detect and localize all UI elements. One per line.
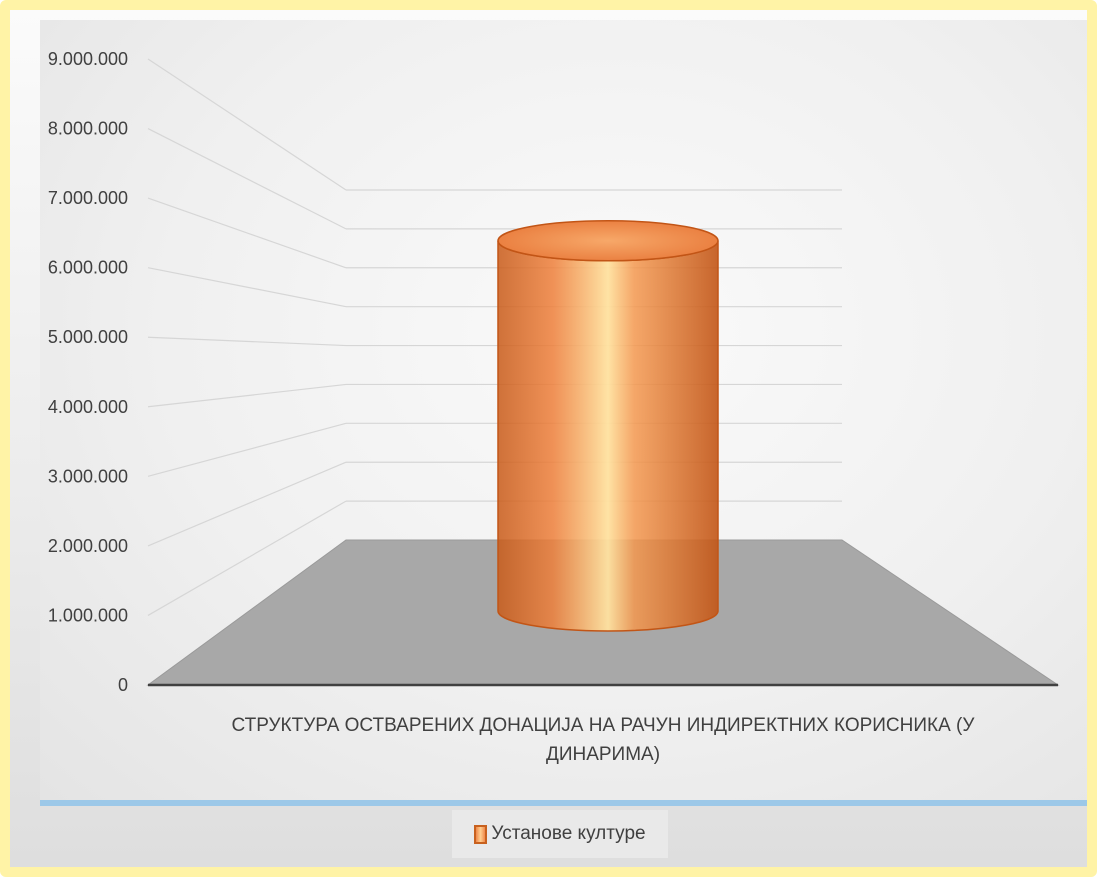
gridline-side [147,267,347,308]
legend: Установе културе [452,810,668,858]
y-tick-label: 7.000.000 [48,188,128,208]
y-tick-label: 1.000.000 [48,605,128,625]
chart-svg: 0 1.000.000 2.000.000 3.000.000 4.000.000 5.0… [48,49,1060,765]
y-tick-label: 0 [118,675,128,695]
y-tick-label: 2.000.000 [48,536,128,556]
y-tick-label: 6.000.000 [48,258,128,278]
bar-cylinder-top [497,220,719,262]
y-tick-label: 8.000.000 [48,119,128,139]
y-axis-ticks: 0 1.000.000 2.000.000 3.000.000 4.000.000 5.0… [48,49,128,695]
bars [497,220,719,632]
y-tick-label: 4.000.000 [48,397,128,417]
legend-swatch [474,824,488,844]
gridline-side [147,461,347,547]
gridline-side [147,197,347,269]
category-label-line-2: ДИНАРИМА) [546,744,660,765]
y-tick-label: 5.000.000 [48,327,128,347]
gridlines [147,58,842,616]
gridline-side [147,422,347,477]
gridline-side [147,383,347,408]
gridline-side [147,58,347,191]
bar-cylinder-body [497,240,719,632]
gridline-side [147,128,347,230]
gridline-side [147,336,347,347]
gridline-side [147,500,347,616]
category-label-line-1: СТРУКТУРА ОСТВАРЕНИХ ДОНАЦИЈА НА РАЧУН И… [232,715,976,736]
legend-label: Установе културе [491,823,646,844]
y-tick-label: 9.000.000 [48,49,128,69]
y-tick-label: 3.000.000 [48,466,128,486]
